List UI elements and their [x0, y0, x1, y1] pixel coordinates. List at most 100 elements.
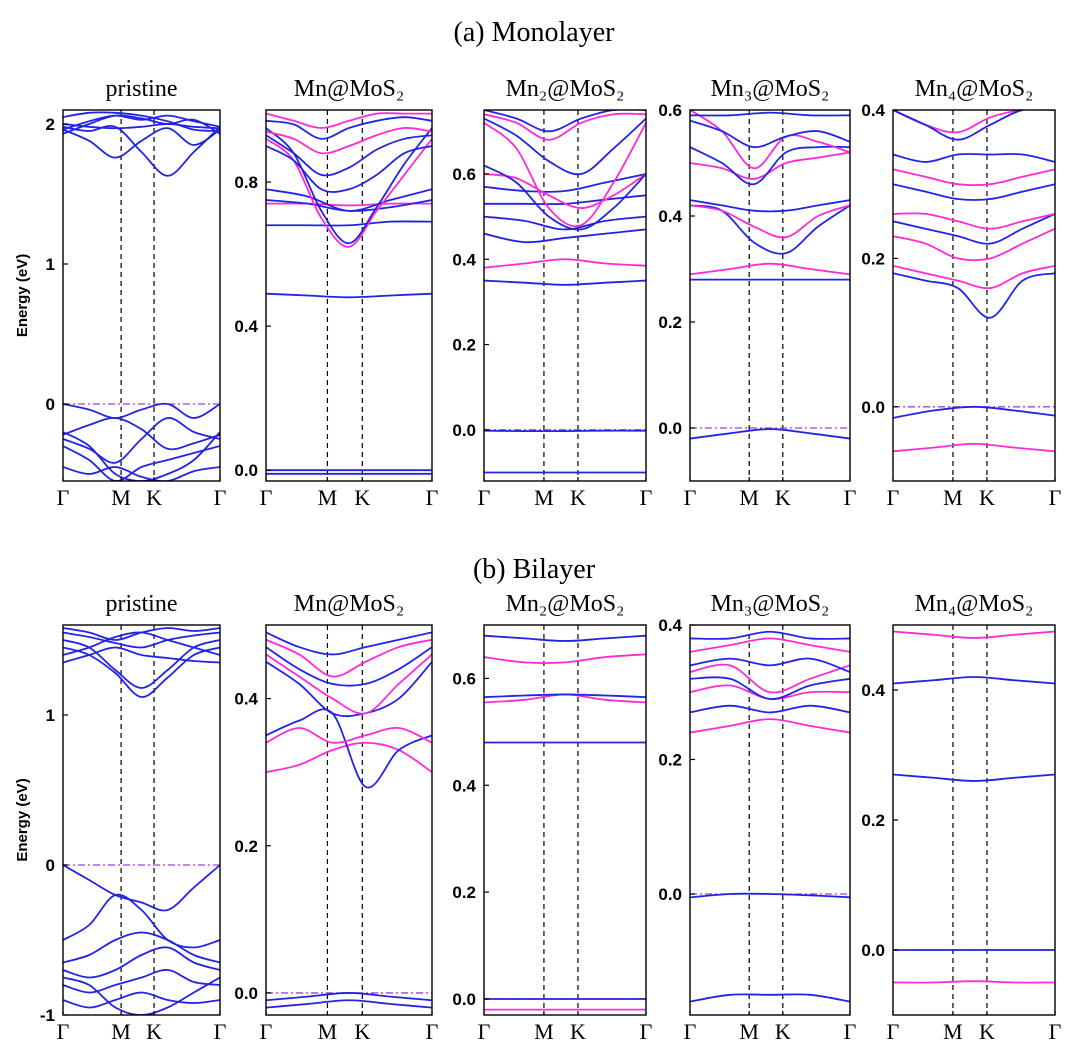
y-tick-label: 0.0: [234, 461, 258, 480]
panel-frame: [265, 624, 433, 1016]
x-tick-label: K: [146, 1019, 162, 1044]
band-line: [893, 212, 1055, 230]
band-line: [63, 969, 220, 994]
band-line: [266, 992, 432, 1002]
band-line: [484, 228, 646, 244]
row-title-bilayer: (b) Bilayer: [473, 554, 596, 585]
band-line: [893, 168, 1055, 187]
x-tick-label: K: [354, 1019, 370, 1044]
y-tick-label: 0.0: [234, 984, 258, 1003]
bands-group: [893, 110, 1055, 453]
panel-frame: [689, 624, 851, 1016]
band-line: [63, 946, 220, 979]
bands-group: [690, 110, 850, 440]
y-tick-label: 0.4: [452, 250, 476, 269]
band-line: [63, 402, 220, 419]
band-line: [893, 153, 1055, 163]
band-panel-1: pristine Energy (eV) 0 1 2 Γ M K Γ: [14, 76, 227, 510]
panel-frame: [265, 109, 433, 482]
y-tick-label: 0.6: [452, 669, 476, 688]
y-tick-label: 0.2: [658, 313, 682, 332]
x-tick-label: Γ: [426, 485, 439, 510]
band-line: [484, 279, 646, 286]
band-line: [266, 631, 432, 656]
x-tick-label: K: [570, 485, 586, 510]
band-line: [690, 637, 850, 653]
panel-frame: [892, 624, 1056, 1016]
band-line: [266, 999, 432, 1009]
band-line: [690, 428, 850, 440]
x-tick-label: Γ: [57, 1019, 70, 1044]
panel-frame: [892, 109, 1056, 482]
y-tick-label: 0.4: [658, 207, 682, 226]
band-panel-3: Mn₂@MoS₂ 0.0 0.2 0.4 0.6 Γ M K Γ: [452, 76, 652, 510]
y-tick-label: 0.6: [658, 101, 682, 120]
band-line: [266, 202, 432, 207]
band-line: [266, 112, 432, 129]
y-tick-label: 0.2: [861, 811, 885, 830]
panel-frame: [483, 109, 647, 482]
row-title-monolayer: (a) Monolayer: [454, 17, 616, 48]
band-panel-10: Mn₄@MoS₂ 0.0 0.2 0.4 Γ M K Γ: [861, 591, 1061, 1044]
band-line: [893, 442, 1055, 453]
y-tick-label: 0.4: [861, 101, 885, 120]
band-line: [690, 111, 850, 117]
band-line: [63, 864, 220, 912]
band-line: [63, 114, 220, 131]
x-tick-label: M: [943, 1019, 963, 1044]
band-line: [63, 417, 220, 451]
band-line: [63, 893, 220, 949]
band-line: [893, 773, 1055, 782]
bands-group: [893, 630, 1055, 984]
x-tick-label: M: [111, 1019, 131, 1044]
band-line: [266, 741, 432, 774]
panel-frame: [689, 109, 851, 482]
panel-frame: [483, 624, 647, 1016]
band-line: [63, 417, 220, 464]
band-line: [893, 213, 1055, 245]
y-tick-label: 0.4: [452, 776, 476, 795]
band-line: [63, 123, 220, 130]
y-tick-label: 0.0: [452, 421, 476, 440]
y-tick-label: 0: [46, 395, 55, 414]
band-line: [63, 431, 220, 481]
panel-title: Mn₂@MoS₂: [506, 76, 625, 102]
y-tick-label: 0.2: [452, 883, 476, 902]
x-tick-label: Γ: [1049, 1019, 1062, 1044]
band-line: [266, 653, 432, 715]
band-line: [690, 110, 850, 170]
band-line: [484, 173, 646, 193]
x-tick-label: K: [775, 1019, 791, 1044]
bands-group: [484, 110, 646, 474]
panel-title: Mn₃@MoS₂: [711, 591, 830, 617]
band-line: [893, 272, 1055, 319]
panel-title: Mn₄@MoS₂: [915, 76, 1034, 102]
panel-frame: [62, 624, 221, 1016]
band-line: [484, 258, 646, 269]
band-line: [266, 188, 432, 212]
panel-title: pristine: [106, 591, 178, 617]
x-tick-label: K: [570, 1019, 586, 1044]
y-tick-label: 1: [46, 706, 55, 725]
panel-title: pristine: [106, 76, 178, 102]
band-line: [266, 127, 432, 155]
y-tick-label: 0.0: [452, 990, 476, 1009]
bands-group: [690, 630, 850, 1003]
band-line: [690, 993, 850, 1003]
band-line: [266, 116, 432, 140]
band-line: [690, 145, 850, 186]
panel-title: Mn₄@MoS₂: [915, 591, 1034, 617]
x-tick-label: Γ: [684, 1019, 697, 1044]
band-panel-2: Mn@MoS₂ 0.0 0.4 0.8 Γ M K Γ: [234, 76, 438, 510]
band-line: [484, 112, 646, 141]
band-line: [893, 980, 1055, 984]
y-tick-label: 0.0: [658, 419, 682, 438]
x-tick-label: Γ: [478, 1019, 491, 1044]
band-line: [63, 976, 220, 1015]
y-tick-label: 0.4: [234, 690, 258, 709]
y-tick-label: 2: [46, 115, 55, 134]
x-tick-label: K: [146, 485, 162, 510]
x-tick-label: K: [979, 1019, 995, 1044]
x-tick-label: M: [943, 485, 963, 510]
band-line: [893, 676, 1055, 685]
